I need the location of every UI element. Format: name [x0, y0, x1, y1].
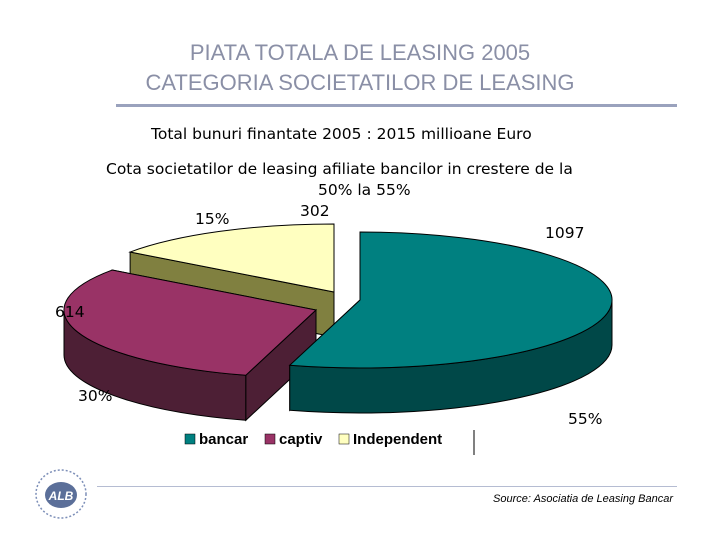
slice-value-captiv: 614 — [55, 303, 85, 321]
legend-label-independent: Independent — [353, 431, 442, 448]
pie-slices — [63, 223, 613, 422]
trend-note-line1: Cota societatilor de leasing afiliate ba… — [106, 160, 573, 178]
page-subtitle: CATEGORIA SOCIETATILOR DE LEASING — [145, 70, 575, 95]
slice-value-bancar: 1097 — [545, 224, 584, 242]
trend-note-line2: 50% la 55% — [318, 181, 411, 199]
slice-percent-independent: 15% — [195, 210, 229, 228]
pie-labels: 1097 55% 614 30% 302 15% — [55, 202, 602, 428]
page-title: PIATA TOTALA DE LEASING 2005 — [189, 40, 531, 65]
legend-swatch-captiv — [264, 433, 276, 445]
legend-label-captiv: captiv — [279, 431, 323, 448]
slice-captiv — [63, 269, 318, 376]
legend-label-bancar: bancar — [199, 431, 248, 448]
total-note: Total bunuri finantate 2005 : 2015 milli… — [151, 125, 532, 143]
slice-value-independent: 302 — [300, 202, 330, 220]
slice-percent-captiv: 30% — [78, 387, 112, 405]
legend: bancar captiv Independent — [184, 430, 475, 455]
logo-text: ALB — [48, 489, 74, 503]
source-note: Source: Asociatia de Leasing Bancar — [493, 493, 673, 505]
alb-logo: ALB — [35, 469, 87, 519]
legend-swatch-independent — [338, 433, 350, 445]
legend-swatch-bancar — [184, 433, 196, 445]
title-divider — [116, 104, 677, 107]
footer-divider — [97, 486, 677, 487]
slice-bancar — [288, 231, 613, 369]
slice-independent — [128, 223, 335, 293]
slice-percent-bancar: 55% — [568, 410, 602, 428]
